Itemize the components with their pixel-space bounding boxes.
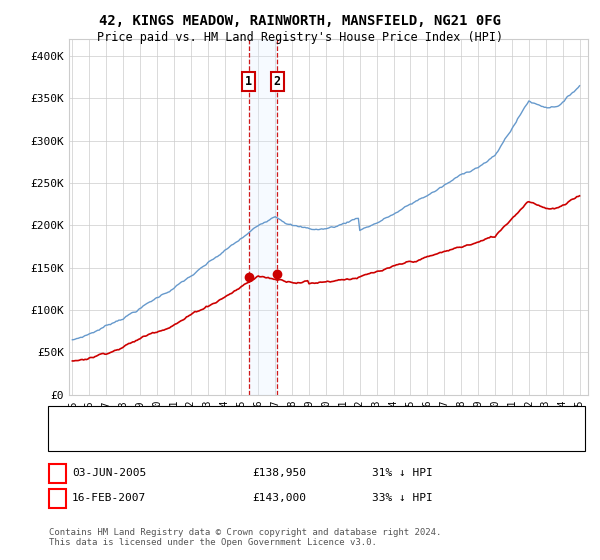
Text: 1: 1 [54,468,61,478]
Text: Contains HM Land Registry data © Crown copyright and database right 2024.
This d: Contains HM Land Registry data © Crown c… [49,528,442,547]
Text: 16-FEB-2007: 16-FEB-2007 [72,493,146,503]
Text: 42, KINGS MEADOW, RAINWORTH, MANSFIELD, NG21 0FG: 42, KINGS MEADOW, RAINWORTH, MANSFIELD, … [99,14,501,28]
Text: 03-JUN-2005: 03-JUN-2005 [72,468,146,478]
Text: 33% ↓ HPI: 33% ↓ HPI [372,493,433,503]
Text: £143,000: £143,000 [252,493,306,503]
Text: 2: 2 [274,75,281,88]
Text: 31% ↓ HPI: 31% ↓ HPI [372,468,433,478]
Text: HPI: Average price, detached house, Newark and Sherwood: HPI: Average price, detached house, Newa… [93,433,416,444]
Text: 42, KINGS MEADOW, RAINWORTH, MANSFIELD, NG21 0FG (detached house): 42, KINGS MEADOW, RAINWORTH, MANSFIELD, … [93,413,475,423]
Text: 1: 1 [245,75,252,88]
Text: 2: 2 [54,493,61,503]
Bar [248,39,277,395]
Text: £138,950: £138,950 [252,468,306,478]
Text: Price paid vs. HM Land Registry's House Price Index (HPI): Price paid vs. HM Land Registry's House … [97,31,503,44]
